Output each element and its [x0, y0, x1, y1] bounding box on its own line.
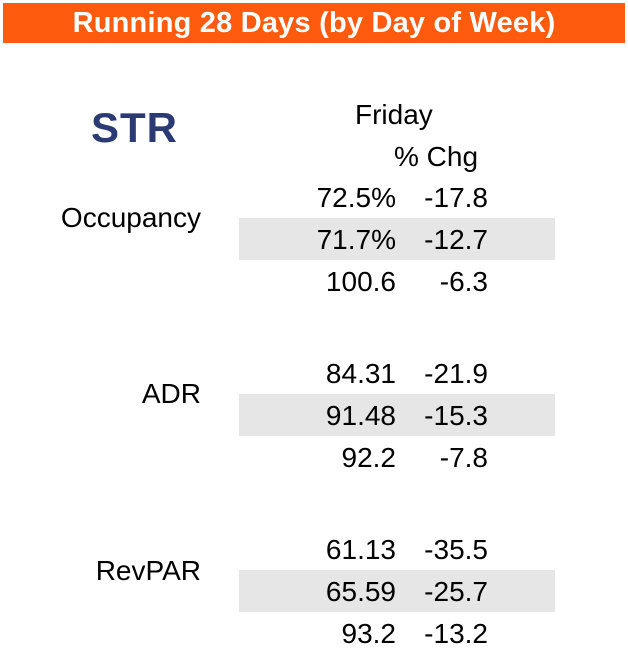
value-cell: 92.2 [341, 442, 397, 473]
change-cell: -7.8 [439, 442, 488, 473]
change-cell: -21.9 [424, 358, 488, 389]
metric-label-adr: ADR [141, 378, 201, 409]
value-cell: 100.6 [325, 266, 396, 297]
change-cell: -17.8 [424, 182, 488, 213]
change-cell: -15.3 [424, 400, 488, 431]
str-logo: STR [91, 104, 178, 151]
value-cell: 61.13 [325, 534, 396, 565]
page-title: Running 28 Days (by Day of Week) [72, 6, 556, 39]
change-cell: -35.5 [424, 534, 488, 565]
row-band [239, 570, 555, 612]
metric-label-revpar: RevPAR [95, 555, 201, 586]
column-header-day: Friday [355, 99, 433, 130]
value-cell: 84.31 [325, 358, 396, 389]
row-band [239, 394, 555, 436]
value-cell: 91.48 [325, 400, 396, 431]
row-band [239, 218, 555, 260]
change-cell: -12.7 [424, 224, 488, 255]
change-cell: -6.3 [439, 266, 488, 297]
value-cell: 72.5% [316, 182, 396, 213]
title-banner: Running 28 Days (by Day of Week) [3, 3, 625, 43]
column-header-change: % Chg [394, 141, 479, 172]
value-cell: 71.7% [316, 224, 396, 255]
change-cell: -13.2 [424, 618, 488, 649]
change-cell: -25.7 [424, 576, 488, 607]
metric-label-occupancy: Occupancy [60, 202, 201, 233]
value-cell: 93.2 [341, 618, 397, 649]
value-cell: 65.59 [325, 576, 396, 607]
